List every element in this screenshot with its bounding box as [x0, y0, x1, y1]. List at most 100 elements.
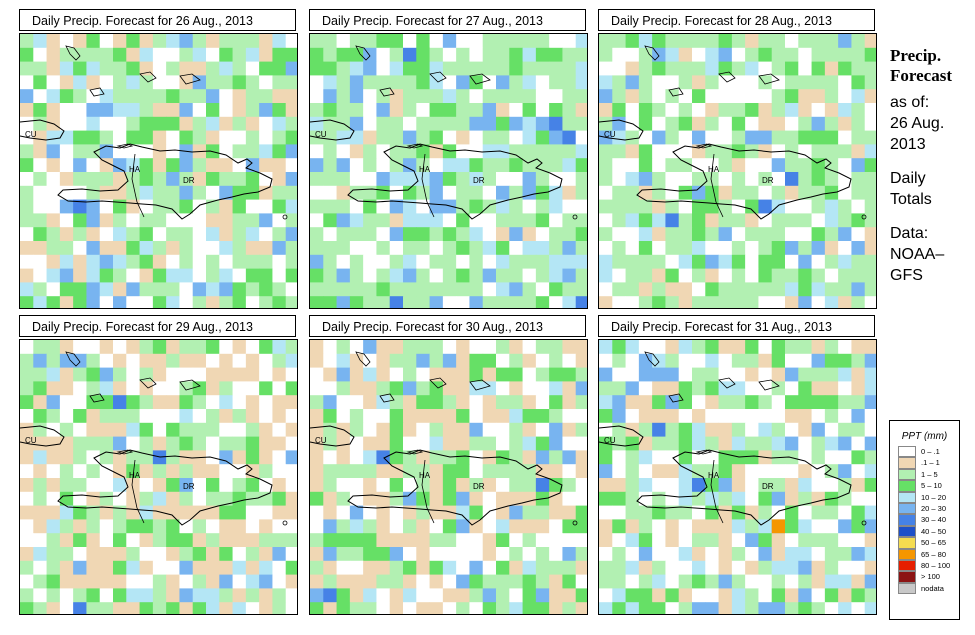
grid-cell — [73, 422, 87, 437]
grid-cell — [206, 213, 220, 228]
grid-cell — [403, 103, 417, 118]
grid-cell — [416, 574, 430, 589]
grid-cell — [522, 340, 537, 355]
grid-cell — [731, 574, 746, 589]
grid-cell — [113, 519, 127, 534]
grid-cell — [758, 381, 773, 396]
grid-cell — [575, 436, 587, 451]
info-data-line3: GFS — [890, 267, 923, 284]
grid-cell — [745, 422, 759, 437]
grid-cell — [785, 296, 799, 308]
grid-cell — [864, 409, 876, 424]
grid-cell — [509, 296, 523, 308]
grid-cell — [349, 340, 364, 355]
grid-cell — [126, 144, 140, 159]
grid-cell — [99, 199, 114, 214]
grid-cell — [838, 185, 852, 200]
grid-cell — [785, 185, 799, 200]
border-line — [710, 153, 724, 218]
grid-cell — [509, 588, 523, 603]
grid-cell — [206, 34, 220, 49]
grid-cell — [389, 172, 404, 187]
bahamas-outline — [379, 87, 395, 97]
grid-cell — [625, 130, 640, 145]
grid-cell — [33, 519, 47, 534]
grid-cell — [718, 116, 733, 131]
grid-cell — [731, 602, 746, 614]
grid-cell — [599, 89, 613, 104]
grid-cell — [73, 450, 87, 465]
grid-cell — [349, 353, 364, 368]
grid-cell — [272, 282, 287, 297]
grid-cell — [599, 519, 613, 534]
grid-cell — [851, 491, 866, 506]
grid-cell — [363, 61, 377, 76]
grid-cell — [259, 436, 273, 451]
grid-cell — [166, 602, 180, 614]
grid-cell — [389, 422, 404, 437]
grid-cell — [482, 478, 497, 493]
grid-cell — [678, 381, 693, 396]
legend-swatch — [898, 548, 916, 560]
grid-cell — [469, 602, 484, 614]
grid-cell — [692, 602, 706, 614]
grid-cell — [336, 588, 351, 603]
grid-cell — [692, 367, 706, 382]
grid-cell — [232, 213, 247, 228]
grid-cell — [336, 103, 351, 118]
grid-cell — [535, 547, 550, 562]
grid-cell — [442, 172, 457, 187]
grid-cell — [403, 89, 417, 104]
grid-cell — [771, 464, 786, 479]
grid-cell — [798, 422, 812, 437]
grid-cell — [549, 130, 563, 145]
grid-cell — [259, 61, 273, 76]
grid-cell — [758, 282, 773, 297]
legend-item: 80 – 100 — [890, 559, 959, 572]
grid-cell — [166, 185, 180, 200]
grid-cell — [20, 241, 34, 256]
grid-cell — [562, 103, 577, 118]
grid-cell — [509, 158, 523, 173]
grid-cell — [219, 130, 233, 145]
cuba-coastline — [310, 425, 355, 447]
grid-cell — [179, 560, 194, 575]
grid-cell — [535, 395, 550, 410]
bahamas-outline — [65, 45, 81, 61]
grid-cell — [758, 464, 773, 479]
grid-cell — [416, 282, 430, 297]
grid-cell — [336, 75, 351, 90]
grid-cell — [665, 519, 680, 534]
grid-cell — [678, 103, 693, 118]
grid-cell — [509, 268, 523, 283]
grid-cell — [349, 282, 364, 297]
grid-cell — [599, 116, 613, 131]
grid-cell — [469, 185, 484, 200]
grid-cell — [59, 367, 74, 382]
grid-cell — [824, 130, 839, 145]
grid-cell — [310, 172, 324, 187]
grid-cell — [363, 34, 377, 49]
grid-cell — [259, 395, 273, 410]
grid-cell — [811, 296, 826, 308]
grid-cell — [469, 422, 484, 437]
grid-cell — [323, 199, 337, 214]
grid-cell — [259, 213, 273, 228]
grid-cell — [59, 34, 74, 49]
grid-cell — [323, 172, 337, 187]
grid-cell — [522, 116, 537, 131]
grid-cell — [403, 547, 417, 562]
grid-cell — [179, 172, 194, 187]
grid-cell — [824, 588, 839, 603]
grid-cell — [442, 588, 457, 603]
grid-cell — [456, 61, 470, 76]
grid-cell — [126, 296, 140, 308]
grid-cell — [718, 47, 733, 62]
grid-cell — [612, 478, 626, 493]
grid-cell — [798, 47, 812, 62]
grid-cell — [206, 158, 220, 173]
grid-cell — [206, 353, 220, 368]
grid-cell — [549, 89, 563, 104]
grid-cell — [599, 395, 613, 410]
grid-cell — [59, 116, 74, 131]
